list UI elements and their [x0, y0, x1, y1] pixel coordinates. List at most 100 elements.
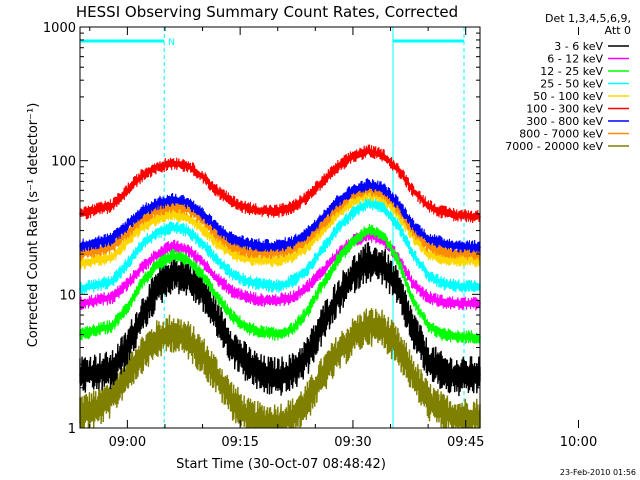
series-point: [216, 376, 219, 379]
series-point: [457, 245, 460, 247]
series-point: [201, 213, 204, 215]
series-point: [276, 210, 279, 212]
series-point: [111, 204, 114, 207]
series-point: [111, 369, 114, 372]
series-point: [171, 204, 174, 207]
series-point: [412, 299, 414, 302]
series-point: [261, 283, 264, 286]
series-point: [307, 354, 309, 357]
series-point: [231, 399, 234, 402]
series-point: [261, 421, 264, 424]
series-point: [397, 224, 399, 226]
y-tick-label: 1: [68, 422, 76, 437]
series-point: [442, 250, 445, 253]
series-point: [231, 245, 234, 247]
series-point: [307, 268, 309, 270]
series-point: [186, 249, 189, 251]
series-point: [246, 363, 249, 366]
series-point: [246, 242, 249, 245]
series-point: [382, 264, 384, 267]
series-point: [442, 333, 445, 336]
series-point: [156, 253, 159, 255]
series-point: [322, 270, 324, 272]
series-point: [276, 245, 279, 247]
series-point: [171, 199, 174, 201]
series-point: [126, 371, 129, 374]
series-line: [79, 308, 481, 429]
series-point: [412, 224, 414, 226]
series-point: [261, 299, 264, 302]
legend-header: Att 0: [605, 24, 631, 37]
series-point: [337, 352, 339, 355]
series-point: [427, 274, 429, 276]
series-point: [276, 333, 279, 336]
series-point: [111, 280, 114, 283]
series-point: [171, 226, 174, 228]
timestamp-label: 23-Feb-2010 01:56: [560, 468, 636, 477]
night-marker-label: N: [168, 38, 175, 48]
y-tick-label: 100: [51, 155, 76, 170]
series-point: [412, 282, 414, 285]
series-point: [141, 266, 144, 268]
legend-header: Det 1,3,4,5,6,9,: [545, 12, 631, 25]
series-point: [111, 256, 114, 258]
series-point: [397, 259, 399, 262]
series-point: [397, 202, 399, 205]
series-point: [141, 352, 144, 355]
series-point: [246, 296, 249, 299]
series-point: [292, 206, 294, 208]
series-point: [261, 374, 264, 376]
legend-label: 6 - 12 keV: [547, 53, 603, 66]
series-point: [111, 325, 114, 327]
series-point: [201, 354, 204, 357]
series-point: [397, 288, 399, 290]
series-point: [216, 234, 219, 237]
series-point: [246, 416, 249, 419]
series-line: [79, 178, 481, 255]
series-line: [79, 144, 481, 224]
series-point: [307, 238, 309, 240]
series-point: [96, 407, 99, 410]
series-point: [216, 227, 219, 230]
x-axis-label: Start Time (30-Oct-07 08:48:42): [176, 457, 386, 472]
series-point: [292, 296, 294, 299]
series-point: [307, 285, 309, 288]
series-line: [79, 242, 481, 397]
legend-label: 3 - 6 keV: [554, 40, 603, 53]
series-point: [261, 251, 264, 254]
series-point: [231, 315, 234, 318]
series-point: [156, 264, 159, 267]
series-point: [156, 338, 159, 341]
series-25-50keV: [79, 196, 481, 295]
series-point: [201, 242, 204, 245]
series-point: [156, 166, 159, 168]
series-point: [427, 253, 429, 255]
series-point: [186, 338, 189, 341]
legend-label: 12 - 25 keV: [540, 65, 603, 78]
series-point: [412, 235, 414, 238]
series-point: [201, 290, 204, 293]
series-point: [111, 396, 114, 399]
x-tick-label: 09:45: [447, 435, 484, 450]
series-point: [337, 213, 339, 215]
series-point: [126, 189, 129, 192]
legend-label: 7000 - 20000 keV: [505, 140, 603, 153]
series-point: [156, 202, 159, 205]
series-point: [216, 278, 219, 280]
series-point: [171, 254, 174, 257]
series-point: [216, 190, 219, 193]
series-point: [246, 207, 249, 210]
series-point: [322, 374, 324, 376]
series-point: [261, 331, 264, 334]
series-point: [292, 328, 294, 330]
series-point: [427, 245, 429, 247]
series-point: [111, 238, 114, 240]
y-tick-label: 1000: [43, 21, 76, 36]
series-point: [186, 207, 189, 210]
series-point: [322, 282, 324, 285]
series-point: [186, 201, 189, 203]
series-point: [186, 216, 189, 218]
series-point: [141, 210, 144, 212]
